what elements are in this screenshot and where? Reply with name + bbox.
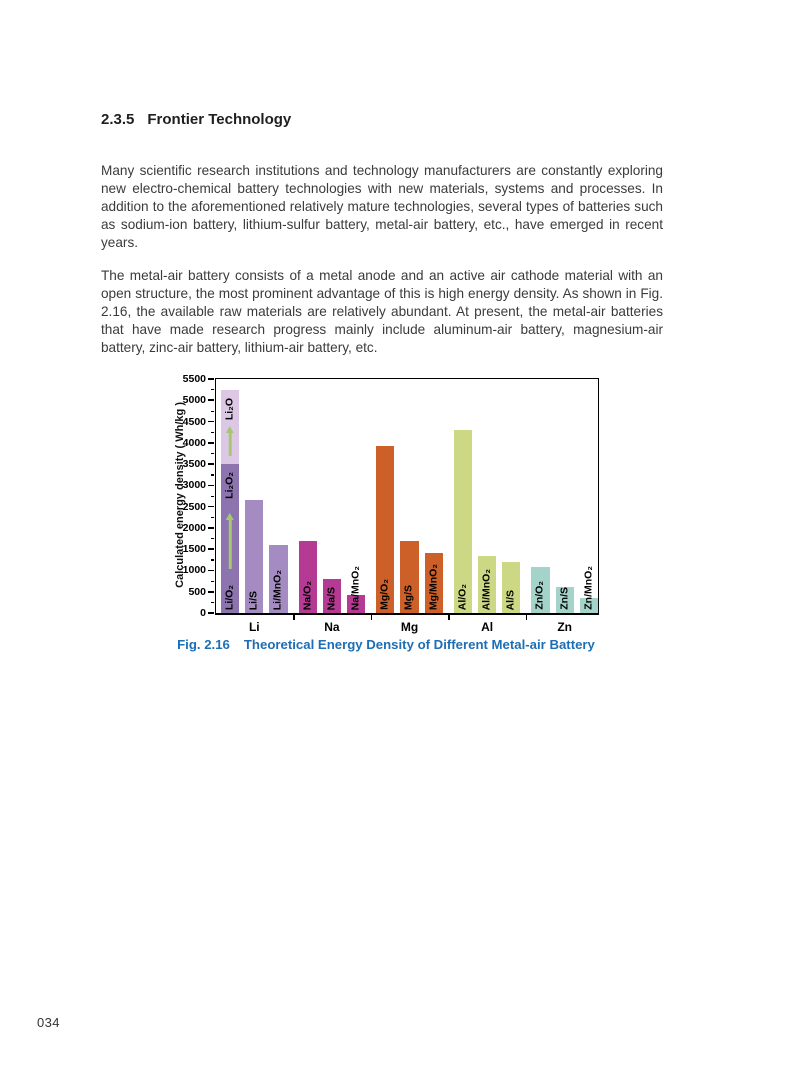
y-tick-label: 2000 (182, 521, 206, 534)
y-axis-tick (208, 612, 214, 614)
bar-zn-s: Zn/S (555, 587, 574, 613)
y-tick-label: 3000 (182, 479, 206, 492)
bar-label: Li/S (247, 590, 260, 610)
figure-caption-label: Fig. 2.16 (177, 637, 230, 652)
bar-mg-s: Mg/S (400, 540, 419, 613)
bar-al-o-: Al/O₂ (453, 430, 472, 613)
y-axis-tick (208, 463, 214, 465)
y-axis-tick (208, 399, 214, 402)
y-axis-title: Calculated energy density ( Wh/kg ) (174, 402, 186, 588)
y-axis-tick (211, 431, 214, 433)
bar-zn-mno-: Zn/MnO₂ (579, 566, 598, 613)
bar-label: Zn/S (558, 587, 571, 610)
y-axis-tick (211, 538, 214, 540)
y-tick-label: 2500 (182, 500, 206, 513)
bar-label: Al/MnO₂ (480, 568, 493, 610)
y-axis-tick (208, 527, 214, 529)
y-axis-tick (211, 516, 214, 519)
x-axis-group-tick (448, 615, 450, 621)
bar-label: Al/S (504, 589, 517, 610)
bar-li-o-: Li/O₂ Li₂O Li₂O₂ (221, 389, 240, 613)
paragraph-2: The metal-air battery consists of a meta… (101, 267, 663, 355)
y-tick-label: 1500 (182, 543, 206, 556)
y-tick-label: 500 (188, 585, 206, 598)
section-heading: 2.3.5 Frontier Technology (101, 111, 291, 128)
bar-na-s: Na/S (322, 578, 341, 613)
y-axis-tick (211, 474, 214, 476)
y-tick-label: 4000 (182, 436, 206, 449)
bar-al-s: Al/S (502, 561, 521, 613)
y-axis-tick (208, 590, 214, 593)
figure-caption: Fig. 2.16 Theoretical Energy Density of … (170, 637, 602, 652)
x-axis-group-tick (370, 615, 373, 621)
bar-label: Mg/O₂ (378, 579, 391, 610)
segment-label: Li₂O₂ (223, 472, 236, 499)
bar-al-mno-: Al/MnO₂ (478, 555, 497, 613)
bar-label: Na/O₂ (301, 580, 314, 610)
plot-area: 0 500 1000 1500 2000 2500 3000 3500 4000 4500 5000… (183, 373, 599, 634)
y-axis-tick (211, 601, 214, 604)
x-group-label-na: Na (324, 620, 340, 634)
y-axis-tick (208, 548, 214, 550)
y-axis-tick (208, 505, 214, 508)
y-tick-label: 5000 (182, 394, 206, 407)
bar-stack-segment: Li₂O (221, 389, 240, 465)
bar-zn-o-: Zn/O₂ (531, 566, 550, 613)
y-axis-tick (208, 484, 214, 487)
segment-label: Li₂O (223, 397, 236, 420)
section-number: 2.3.5 (101, 111, 135, 128)
bar-label: Zn/MnO₂ (582, 566, 595, 610)
bar-label: Zn/O₂ (533, 581, 546, 610)
y-axis-tick (211, 559, 214, 561)
y-tick-label: 3500 (182, 458, 206, 471)
x-group-label-zn: Zn (557, 620, 573, 634)
bar-li-mno-: Li/MnO₂ (269, 544, 288, 613)
bar-label: Li/MnO₂ (271, 569, 284, 610)
y-axis-title-wrap: Calculated energy density ( Wh/kg ) (172, 378, 188, 612)
energy-density-bar-chart: Calculated energy density ( Wh/kg ) 0 500… (170, 371, 602, 634)
x-group-label-li: Li (248, 620, 260, 634)
y-axis-tick (211, 453, 214, 455)
bar-label: Mg/MnO₂ (427, 563, 440, 610)
y-axis-tick (208, 569, 214, 572)
bar-na-mno-: Na/MnO₂ (347, 566, 366, 613)
y-axis-tick (208, 420, 214, 423)
bar-label: Mg/S (402, 584, 415, 610)
figure-caption-title: Theoretical Energy Density of Different … (243, 637, 595, 652)
bar-mg-mno-: Mg/MnO₂ (424, 553, 443, 613)
y-tick-label: 1000 (182, 564, 206, 577)
y-axis-tick (211, 389, 214, 391)
y-tick-label: 5500 (182, 373, 206, 385)
bar-mg-o-: Mg/O₂ (376, 446, 395, 613)
y-tick-label: 4500 (182, 415, 206, 428)
x-axis-group-tick (293, 615, 295, 621)
y-axis-tick (208, 442, 214, 444)
figure-2-16: Calculated energy density ( Wh/kg ) 0 500… (170, 371, 602, 671)
y-axis-tick (211, 580, 214, 582)
bar-label: Li/O₂ (223, 584, 236, 610)
up-arrow-icon (228, 519, 232, 570)
up-arrow-icon (228, 431, 232, 456)
bar-label: Al/O₂ (456, 583, 469, 610)
bar-li-s: Li/S (245, 500, 264, 613)
bar-na-o-: Na/O₂ (298, 540, 317, 613)
section-title: Frontier Technology (147, 111, 292, 128)
bar-label: Na/MnO₂ (349, 565, 362, 610)
x-group-label-al: Al (481, 620, 494, 634)
paragraph-1: Many scientific research institutions an… (101, 162, 663, 250)
x-group-label-mg: Mg (400, 620, 419, 634)
y-tick-label: 0 (200, 607, 206, 619)
y-axis-tick (208, 378, 214, 380)
x-axis-group-tick (525, 615, 528, 621)
y-axis-tick (211, 410, 214, 412)
y-axis-tick (211, 495, 214, 497)
page-number: 034 (37, 1015, 60, 1030)
bar-label: Na/S (325, 586, 338, 610)
